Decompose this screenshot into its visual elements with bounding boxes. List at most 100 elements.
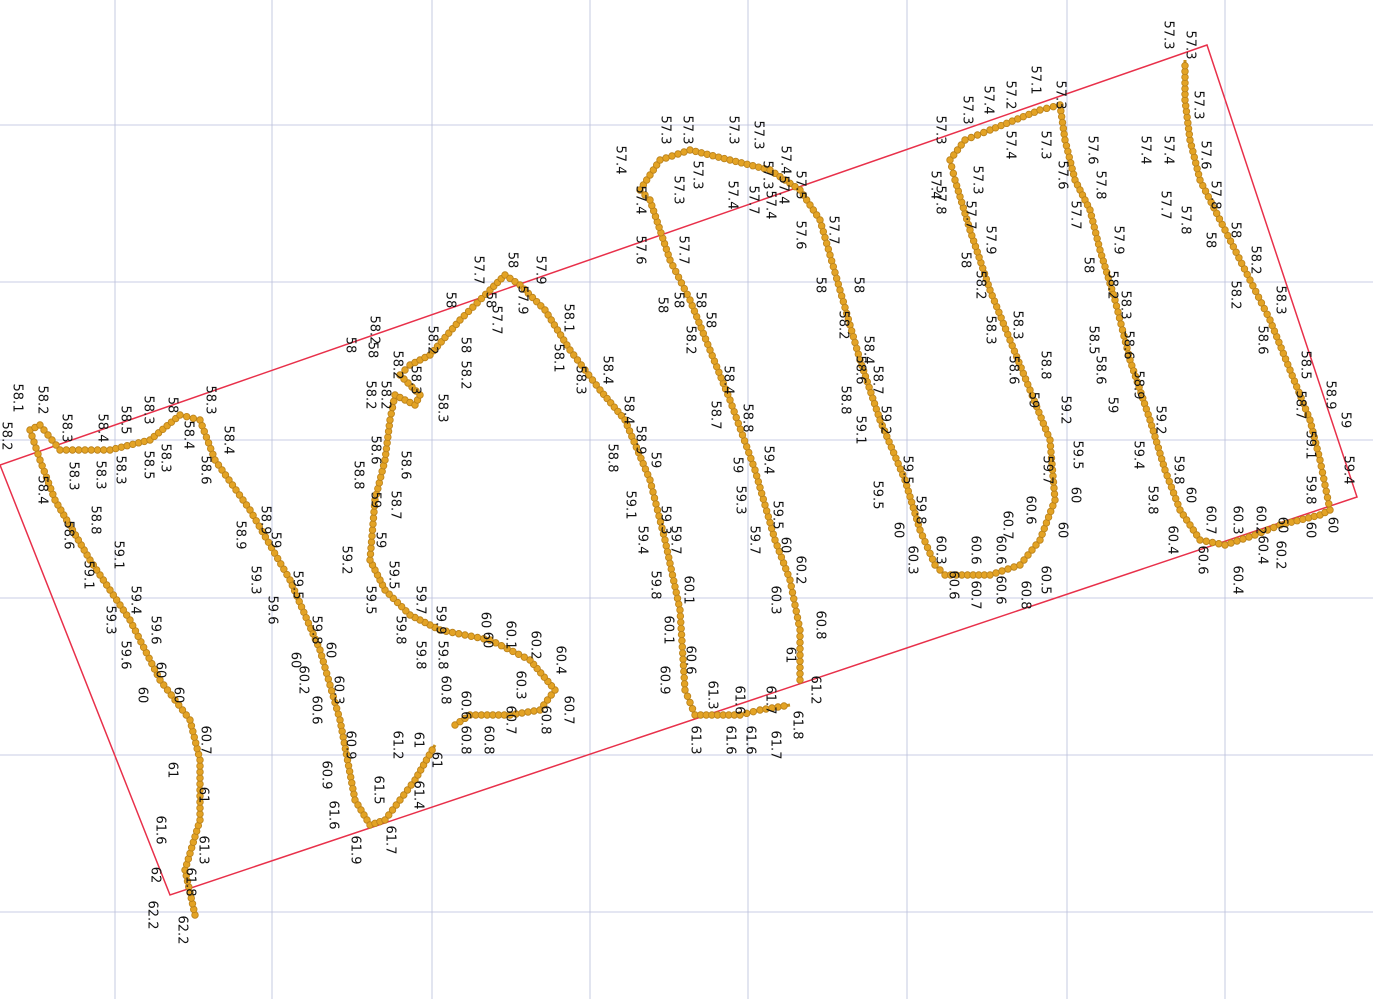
track-point [392,801,400,809]
elevation-label: 58.8 [838,386,853,415]
elevation-label: 57.3 [680,116,695,145]
track-point [1252,287,1260,296]
elevation-label: 59.1 [1303,431,1318,460]
elevation-label: 60 [153,662,168,679]
track-point [464,307,473,316]
track-point [1321,481,1329,489]
elevation-label: 61.7 [768,731,783,760]
elevation-label: 59.2 [1058,396,1073,425]
track-point [87,446,95,454]
track-point [116,601,124,609]
elevation-label: 60.5 [1038,566,1053,595]
track-point [252,517,260,525]
track-point [387,410,395,418]
elevation-label: 60.2 [1273,541,1288,570]
track-point [178,706,187,714]
track-point [967,133,975,142]
elevation-label: 59 [1026,392,1041,409]
elevation-label: 60.3 [1230,506,1245,535]
track-point [99,576,108,584]
track-point [647,482,656,490]
elevation-label: 58.3 [435,394,450,423]
track-point [1251,531,1259,539]
elevation-label: 59.8 [435,641,450,670]
track-point [473,299,481,307]
track-point [370,508,378,516]
track-point [400,791,408,799]
elevation-label: 57.3 [933,116,948,145]
elevation-label: 59.5 [870,481,885,510]
elevation-label: 60.9 [657,666,672,695]
elevation-label: 57.7 [1068,201,1083,230]
elevation-label: 60.7 [503,706,518,735]
track-point [246,506,254,514]
elevation-label: 59.4 [1131,441,1146,470]
elevation-label: 58.6 [1121,331,1136,360]
elevation-label: 58 [813,277,828,294]
track-point [267,543,276,552]
track-point [1016,561,1024,569]
elevation-label: 58.7 [1293,391,1308,420]
elevation-label: 57.3 [690,161,705,190]
track-point [639,181,648,189]
elevation-label: 60 [1275,517,1290,534]
track-point [1192,531,1201,539]
track-point [1266,316,1274,324]
track-point [56,446,64,454]
track-point [796,670,804,678]
elevation-label: 58.3 [59,414,74,443]
track-point [676,612,685,620]
elevation-label: 57.7 [826,216,841,245]
track-point [1215,540,1223,548]
track-point [126,616,134,624]
track-point [509,647,517,656]
track-point [232,486,240,494]
track-point [1322,487,1330,495]
elevation-label: 60 [478,612,493,629]
elevation-label: 58.9 [258,506,273,535]
elevation-label: 59.5 [770,501,785,530]
track-point [672,267,680,276]
track-point [796,638,804,647]
track-point [683,290,691,298]
track-point [1270,523,1278,532]
elevation-label: 58.6 [61,521,76,550]
track-point [460,312,468,320]
track-point [386,416,394,424]
track-point [467,632,475,640]
elevation-label: 57.6 [1085,136,1100,165]
elevation-label: 57.7 [1158,191,1173,220]
elevation-label: 58.4 [95,414,110,443]
track-point [68,446,77,454]
elevation-label: 58.2 [378,381,393,410]
track-point [547,691,555,699]
track-point [641,191,649,199]
elevation-label: 58.5 [1298,351,1313,380]
track-point [766,166,774,174]
track-point [1323,493,1332,502]
track-point [1179,511,1188,519]
track-point [686,698,694,707]
elevation-label: 58.2 [0,422,14,451]
elevation-label: 58.6 [398,451,413,480]
elevation-label: 57.6 [1055,161,1070,190]
track-point [1196,536,1204,544]
elevation-label: 60 [778,537,793,554]
track-point [461,714,469,723]
elevation-label: 57.4 [1161,136,1176,165]
elevation-label: 58.6 [1255,326,1270,355]
elevation-label: 57.3 [960,96,975,125]
track-point [1051,496,1059,504]
elevation-label: 60.9 [319,761,334,790]
track-point [986,571,994,579]
track-point [109,591,118,599]
track-point [48,436,56,444]
track-point [218,466,226,474]
elevation-label: 60.8 [458,726,473,755]
elevation-label: 60.3 [905,546,920,575]
track-point [225,476,233,484]
elevation-label: 58 [483,292,498,309]
elevation-label: 60.7 [1000,511,1015,540]
track-point [588,376,597,384]
